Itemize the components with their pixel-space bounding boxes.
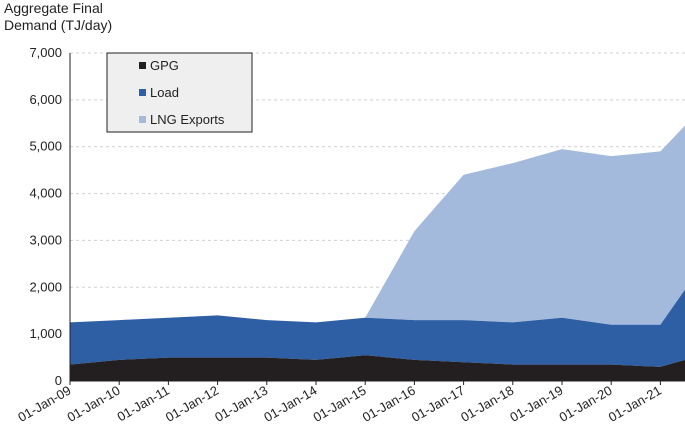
x-tick-label: 01-Jan-13 (212, 383, 270, 425)
y-tick-label: 0 (55, 373, 62, 388)
legend: GPG Load LNG Exports (106, 52, 253, 133)
area-lng-exports (70, 125, 685, 325)
legend-swatch (139, 62, 146, 69)
x-tick-label: 01-Jan-18 (458, 383, 516, 425)
legend-label: LNG Exports (150, 112, 225, 127)
legend-label: GPG (150, 58, 179, 73)
x-tick-label: 01-Jan-17 (409, 383, 467, 425)
axes (69, 53, 685, 385)
y-tick-label: 3,000 (29, 232, 62, 247)
x-tick-label: 01-Jan-21 (606, 383, 664, 425)
y-tick-label: 2,000 (29, 279, 62, 294)
series-areas (70, 125, 685, 381)
x-tick-label: 01-Jan-15 (310, 383, 368, 425)
legend-swatch (139, 116, 146, 123)
y-tick-label: 4,000 (29, 186, 62, 201)
area-load (70, 289, 685, 367)
y-tick-label: 6,000 (29, 92, 62, 107)
x-tick-label: 01-Jan-10 (64, 383, 122, 425)
x-tick-label: 01-Jan-11 (115, 383, 172, 425)
x-tick-label: 01-Jan-16 (360, 383, 418, 425)
x-tick-label: 01-Jan-20 (556, 383, 614, 425)
legend-swatch (139, 89, 146, 96)
x-tick-labels: 01-Jan-0901-Jan-1001-Jan-1101-Jan-1201-J… (15, 383, 664, 425)
y-tick-labels: 0 1,000 2,000 3,000 4,000 5,000 6,000 7,000 (29, 45, 62, 388)
y-axis-title: Aggregate Final Demand (TJ/day) (4, 0, 112, 34)
legend-label: Load (150, 85, 179, 100)
x-tick-label: 01-Jan-14 (261, 383, 319, 425)
y-axis-title-line-1: Aggregate Final (4, 0, 103, 16)
y-axis-title-line-2: Demand (TJ/day) (4, 17, 113, 33)
legend-box (106, 52, 253, 133)
y-tick-label: 7,000 (29, 45, 62, 60)
area-gpg (70, 355, 685, 381)
x-tick-label: 01-Jan-09 (15, 383, 73, 425)
y-tick-label: 5,000 (29, 139, 62, 154)
x-tick-label: 01-Jan-19 (507, 383, 565, 425)
y-tick-label: 1,000 (29, 326, 62, 341)
x-tick-label: 01-Jan-12 (163, 383, 221, 425)
